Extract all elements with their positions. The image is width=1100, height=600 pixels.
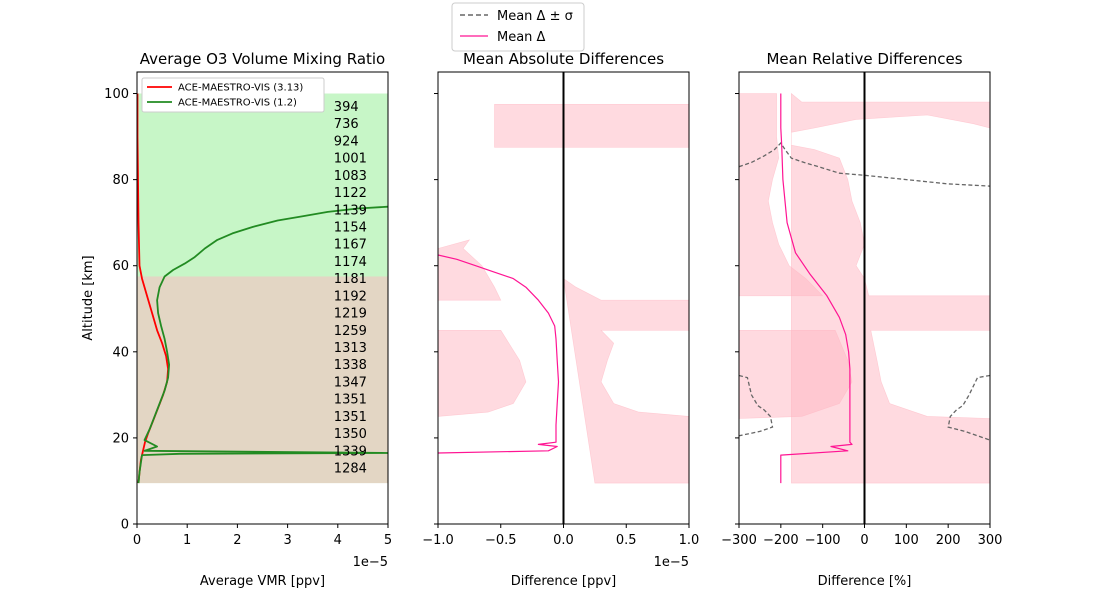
legend-label-mean-sigma: Mean Δ ± σ <box>497 9 573 24</box>
x-tick-label: 0 <box>133 533 141 548</box>
x-tick-label: 5 <box>384 533 392 548</box>
y-tick-label: 60 <box>112 259 129 274</box>
count-label-10: 1174 <box>334 255 367 270</box>
count-label-3: 924 <box>334 134 359 149</box>
panel-2: Mean Absolute Differences Difference [pp… <box>422 50 699 589</box>
plot-area <box>137 93 388 484</box>
plot-area <box>438 72 689 524</box>
count-label-15: 1313 <box>334 341 367 356</box>
count-label-7: 1139 <box>334 203 367 218</box>
mean-sigma-line-2 <box>739 374 774 437</box>
panel-3: Mean Relative Differences Difference [%]… <box>721 50 1002 589</box>
count-label-21: 1339 <box>334 444 367 459</box>
count-label-19: 1351 <box>334 410 367 425</box>
x-tick-label: 300 <box>978 533 1003 548</box>
x-tick-label: 4 <box>334 533 342 548</box>
count-label-4: 1001 <box>334 152 367 167</box>
x-tick-label: 3 <box>283 533 291 548</box>
count-label-22: 1284 <box>334 462 367 477</box>
panel-1-legend: ACE-MAESTRO-VIS (3.13) ACE-MAESTRO-VIS (… <box>141 77 325 113</box>
x-tick-label: −200 <box>763 533 799 548</box>
x-tick-label: 2 <box>233 533 241 548</box>
series-line-1 <box>137 93 170 484</box>
count-label-8: 1154 <box>334 220 367 235</box>
panel-2-x-multiplier: 1e−5 <box>654 555 689 570</box>
count-label-2: 736 <box>334 117 359 132</box>
count-label-12: 1192 <box>334 289 367 304</box>
figure-legend: Mean Δ ± σ Mean Δ <box>451 2 585 52</box>
panel-1-ylabel: Altitude [km] <box>81 255 96 340</box>
y-tick-label: 40 <box>112 345 129 360</box>
x-tick-label: 200 <box>936 533 961 548</box>
count-label-6: 1122 <box>334 186 367 201</box>
y-tick-label: 0 <box>121 518 129 533</box>
count-label-13: 1219 <box>334 307 367 322</box>
panel-2-title: Mean Absolute Differences <box>463 50 664 68</box>
count-label-1: 394 <box>334 100 359 115</box>
x-tick-label: 0.0 <box>553 533 574 548</box>
legend-label-maestro-12: ACE-MAESTRO-VIS (1.2) <box>178 98 297 109</box>
sigma-band-right <box>790 92 990 484</box>
series-line-1 <box>438 254 560 454</box>
x-tick-label: 0 <box>860 533 868 548</box>
count-label-9: 1167 <box>334 238 367 253</box>
x-tick-label: −1.0 <box>422 533 454 548</box>
count-label-5: 1083 <box>334 169 367 184</box>
x-tick-label: 1.0 <box>679 533 700 548</box>
panel-1-legend-frame <box>141 77 325 113</box>
axes-frame <box>136 71 389 525</box>
count-label-16: 1338 <box>334 358 367 373</box>
panel-2-xlabel: Difference [ppv] <box>511 574 617 589</box>
panel-1-xlabel: Average VMR [ppv] <box>200 574 325 589</box>
count-label-20: 1350 <box>334 427 367 442</box>
panel-1: Average O3 Volume Mixing Ratio Altitude … <box>81 50 392 589</box>
count-label-14: 1259 <box>334 324 367 339</box>
count-label-18: 1351 <box>334 393 367 408</box>
legend-label-mean-delta: Mean Δ <box>497 30 546 45</box>
count-label-17: 1347 <box>334 375 367 390</box>
panel-2-plot: −1.0 −0.5 0.0 0.5 1.0 <box>422 71 700 548</box>
x-tick-label: −300 <box>721 533 757 548</box>
panel-3-plot: −300 −200 −100 0 100 200 300 <box>721 71 1003 548</box>
count-label-11: 1181 <box>334 272 367 287</box>
panel-1-plot: 3947369241001108311221139115411671174118… <box>104 71 392 548</box>
sigma-band-right_main <box>563 277 689 484</box>
mean-sigma-line-1 <box>739 141 990 187</box>
plot-area <box>739 72 990 524</box>
panel-1-x-multiplier: 1e−5 <box>353 555 388 570</box>
y-tick-label: 100 <box>104 87 129 102</box>
series-line-1 <box>780 93 853 484</box>
x-tick-label: 1 <box>183 533 191 548</box>
x-tick-label: 100 <box>894 533 919 548</box>
y-tick-label: 80 <box>112 173 129 188</box>
shaded-band-2 <box>137 276 388 484</box>
series-line-2 <box>137 205 388 484</box>
legend-label-maestro-313: ACE-MAESTRO-VIS (3.13) <box>178 83 303 94</box>
panel-1-title: Average O3 Volume Mixing Ratio <box>140 50 386 68</box>
panel-3-title: Mean Relative Differences <box>766 50 962 68</box>
sigma-band-left <box>438 104 527 484</box>
panel-3-xlabel: Difference [%] <box>818 574 912 589</box>
x-tick-label: −0.5 <box>485 533 517 548</box>
y-tick-label: 20 <box>112 431 129 446</box>
sigma-band-right <box>494 104 689 148</box>
x-tick-label: −100 <box>805 533 841 548</box>
x-tick-label: 0.5 <box>616 533 637 548</box>
